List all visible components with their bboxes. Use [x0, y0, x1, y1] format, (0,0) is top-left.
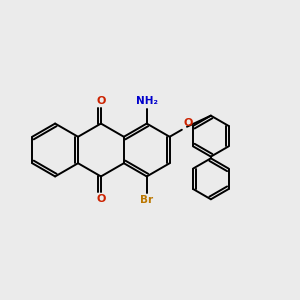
Text: NH₂: NH₂	[136, 97, 158, 106]
Text: O: O	[96, 96, 106, 106]
Text: O: O	[96, 194, 106, 204]
Text: O: O	[183, 118, 193, 128]
Text: Br: Br	[140, 195, 153, 205]
